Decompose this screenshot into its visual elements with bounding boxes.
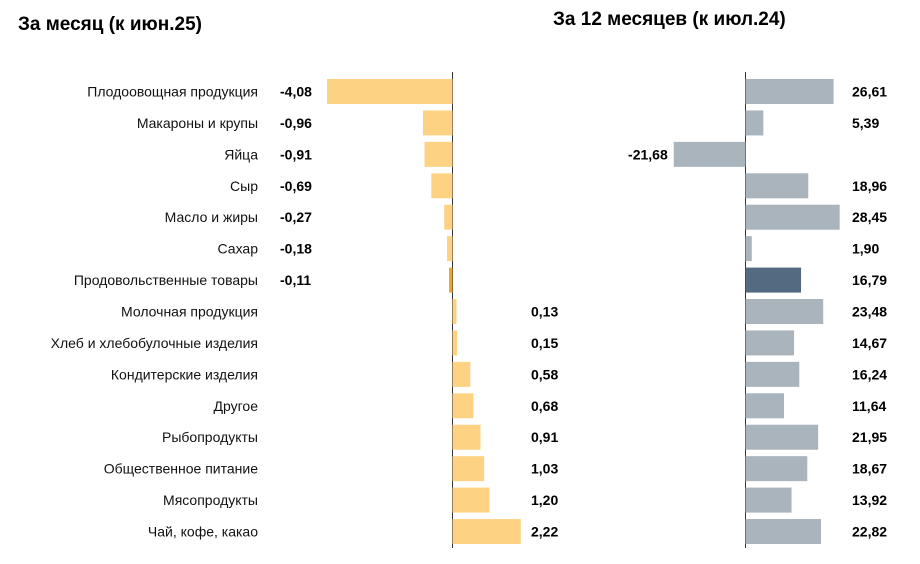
monthly-bar (452, 299, 457, 325)
monthly-bar (422, 110, 453, 136)
monthly-value-label: 0,15 (531, 335, 558, 351)
monthly-value-label: 0,68 (531, 398, 558, 414)
chart-title-monthly: За месяц (к июн.25) (18, 14, 202, 35)
annual-bar (745, 236, 752, 262)
annual-bar (745, 424, 819, 450)
monthly-bar (449, 267, 453, 293)
annual-bar (745, 393, 785, 419)
monthly-bar (431, 173, 453, 199)
monthly-value-label: -0,91 (280, 146, 312, 162)
annual-bar (745, 487, 792, 513)
monthly-bar (452, 487, 490, 513)
annual-value-label: 26,61 (852, 84, 887, 100)
annual-value-label: 18,67 (852, 461, 887, 477)
category-label: Кондитерские изделия (111, 366, 258, 382)
annual-bar (745, 330, 795, 356)
category-label: Молочная продукция (121, 304, 258, 320)
monthly-value-label: -4,08 (280, 84, 312, 100)
monthly-value-label: 0,91 (531, 429, 558, 445)
annual-bar (745, 110, 764, 136)
category-label: Сыр (230, 178, 258, 194)
annual-bar (745, 267, 802, 293)
annual-bar (745, 456, 808, 482)
monthly-bar (452, 456, 485, 482)
monthly-bar (424, 141, 453, 167)
annual-bar (745, 361, 800, 387)
annual-value-label: -21,68 (628, 146, 668, 162)
annual-bar (673, 141, 746, 167)
annual-bar (745, 299, 824, 325)
annual-value-label: 16,24 (852, 366, 887, 382)
category-label: Чай, кофе, какао (148, 524, 258, 540)
category-label: Яйца (224, 146, 258, 162)
monthly-value-label: -0,96 (280, 115, 312, 131)
monthly-value-label: -0,27 (280, 209, 312, 225)
monthly-bar (326, 79, 453, 104)
annual-value-label: 1,90 (852, 241, 879, 257)
category-label: Сахар (218, 241, 259, 257)
category-label: Рыбопродукты (162, 429, 258, 445)
annual-value-label: 22,82 (852, 524, 887, 540)
monthly-bar (452, 361, 471, 387)
annual-value-label: 18,96 (852, 178, 887, 194)
category-label: Хлеб и хлебобулочные изделия (51, 335, 258, 351)
annual-value-label: 16,79 (852, 272, 887, 288)
annual-value-label: 23,48 (852, 304, 887, 320)
monthly-bar (452, 330, 458, 356)
monthly-value-label: -0,69 (280, 178, 312, 194)
monthly-bar (444, 204, 453, 230)
annual-value-label: 5,39 (852, 115, 879, 131)
monthly-bar (452, 424, 481, 450)
category-label: Мясопродукты (163, 492, 258, 508)
monthly-value-label: -0,11 (280, 272, 311, 288)
annual-value-label: 11,64 (852, 398, 886, 414)
monthly-value-label: 0,58 (531, 366, 558, 382)
annual-bar (745, 519, 822, 545)
monthly-value-label: 1,20 (531, 492, 558, 508)
chart-title-annual: За 12 месяцев (к июл.24) (553, 9, 786, 30)
monthly-bar (452, 519, 521, 545)
annual-bar (745, 79, 834, 104)
annual-value-label: 13,92 (852, 492, 887, 508)
category-label: Плодоовощная продукция (87, 84, 258, 100)
monthly-value-label: 0,13 (531, 304, 558, 320)
monthly-bar (452, 393, 474, 419)
monthly-value-label: -0,18 (280, 241, 312, 257)
annual-bar (745, 173, 809, 199)
category-label: Макароны и крупы (137, 115, 258, 131)
category-label: Продовольственные товары (74, 272, 258, 288)
category-label: Общественное питание (104, 461, 258, 477)
annual-value-label: 28,45 (852, 209, 887, 225)
annual-value-label: 21,95 (852, 429, 887, 445)
annual-bar (745, 204, 840, 230)
annual-value-label: 14,67 (852, 335, 887, 351)
monthly-bar (446, 236, 453, 262)
monthly-value-label: 1,03 (531, 461, 558, 477)
category-label: Другое (214, 398, 259, 414)
category-label: Масло и жиры (165, 209, 258, 225)
monthly-value-label: 2,22 (531, 524, 558, 540)
